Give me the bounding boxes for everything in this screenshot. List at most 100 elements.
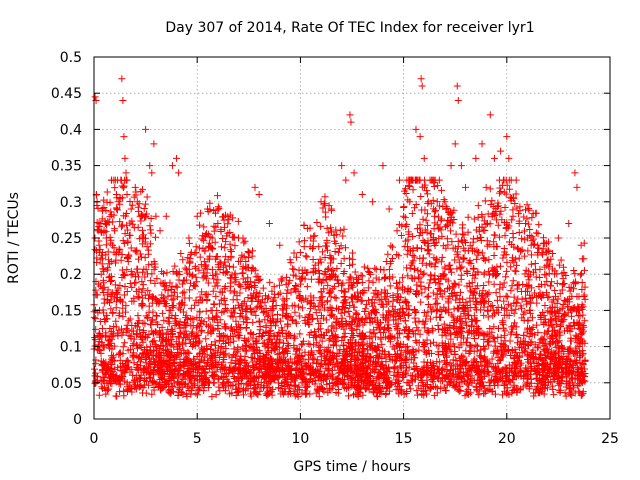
data-point-cloud bbox=[115, 351, 123, 359]
data-point-cloud bbox=[422, 216, 430, 224]
data-point-cloud bbox=[438, 253, 446, 261]
data-point-cloud bbox=[395, 252, 403, 260]
data-point-cloud bbox=[152, 312, 160, 320]
data-point bbox=[358, 191, 366, 199]
data-point-cloud bbox=[317, 222, 325, 230]
data-point-cloud bbox=[186, 259, 194, 267]
data-point-cloud bbox=[494, 221, 502, 229]
data-point-cloud bbox=[424, 245, 432, 253]
data-point bbox=[162, 212, 170, 220]
data-point-cloud bbox=[431, 263, 439, 271]
data-point-cloud bbox=[351, 268, 359, 276]
data-point bbox=[94, 227, 102, 235]
data-point-cloud bbox=[458, 224, 466, 232]
data-point-cloud bbox=[164, 292, 172, 300]
data-point-cloud bbox=[345, 308, 353, 316]
data-point-cloud bbox=[501, 327, 509, 335]
data-point-cloud bbox=[528, 214, 536, 222]
data-point bbox=[416, 133, 424, 141]
data-point-cloud bbox=[457, 264, 465, 272]
data-point-cloud bbox=[364, 264, 372, 272]
data-point-cloud bbox=[230, 309, 238, 317]
data-point-cloud bbox=[213, 192, 221, 200]
data-point-cloud bbox=[95, 391, 103, 399]
data-point-cloud bbox=[134, 273, 142, 281]
data-point-cloud bbox=[229, 296, 237, 304]
data-point-cloud bbox=[198, 288, 206, 296]
data-point-cloud bbox=[496, 262, 504, 270]
data-point-cloud bbox=[450, 279, 458, 287]
data-point bbox=[400, 212, 408, 220]
data-point-cloud bbox=[480, 269, 488, 277]
data-point-cloud bbox=[323, 224, 331, 232]
data-point-cloud bbox=[485, 256, 493, 264]
data-point-cloud bbox=[535, 221, 543, 229]
data-point-cloud bbox=[266, 278, 274, 286]
data-point bbox=[251, 183, 259, 191]
data-point-cloud bbox=[212, 279, 220, 287]
data-point-cloud bbox=[521, 252, 529, 260]
data-point bbox=[175, 169, 183, 177]
data-point-cloud bbox=[183, 320, 191, 328]
data-point-cloud bbox=[154, 321, 162, 329]
data-point-cloud bbox=[295, 266, 303, 274]
data-point-cloud bbox=[222, 324, 230, 332]
data-point-cloud bbox=[349, 326, 357, 334]
data-point-cloud bbox=[240, 239, 248, 247]
data-point-cloud bbox=[559, 300, 567, 308]
data-point-cloud bbox=[316, 306, 324, 314]
data-point-cloud bbox=[459, 254, 467, 262]
data-point-cloud bbox=[284, 320, 292, 328]
data-point bbox=[454, 96, 462, 104]
data-point-cloud bbox=[144, 314, 152, 322]
data-point-cloud bbox=[118, 250, 126, 258]
data-point-cloud bbox=[177, 249, 185, 257]
data-point-cloud bbox=[389, 273, 397, 281]
data-point bbox=[133, 198, 141, 206]
data-point-cloud bbox=[294, 303, 302, 311]
data-point-cloud bbox=[512, 267, 520, 275]
data-point-cloud bbox=[448, 238, 456, 246]
data-point-cloud bbox=[397, 231, 405, 239]
data-point-cloud bbox=[298, 304, 306, 312]
data-point bbox=[102, 234, 110, 242]
data-point-cloud bbox=[337, 309, 345, 317]
data-point-cloud bbox=[362, 314, 370, 322]
data-point-cloud bbox=[220, 216, 228, 224]
data-point-cloud bbox=[442, 360, 450, 368]
data-point-cloud bbox=[444, 241, 452, 249]
data-point-cloud bbox=[498, 303, 506, 311]
data-point-cloud bbox=[231, 242, 239, 250]
data-point-cloud bbox=[170, 295, 178, 303]
data-point-cloud bbox=[431, 208, 439, 216]
data-point-cloud bbox=[134, 312, 142, 320]
data-point-cloud bbox=[416, 330, 424, 338]
data-point-cloud bbox=[204, 279, 212, 287]
data-point bbox=[505, 154, 513, 162]
data-point-cloud bbox=[440, 271, 448, 279]
data-point-cloud bbox=[519, 310, 527, 318]
data-point-cloud bbox=[212, 270, 220, 278]
data-point-cloud bbox=[92, 356, 100, 364]
data-point-cloud bbox=[103, 188, 111, 196]
data-point-cloud bbox=[489, 312, 497, 320]
data-point-cloud bbox=[480, 311, 488, 319]
data-point-cloud bbox=[499, 254, 507, 262]
data-point-cloud bbox=[448, 268, 456, 276]
data-point-cloud bbox=[226, 262, 234, 270]
data-point-cloud bbox=[430, 391, 438, 399]
data-point-cloud bbox=[225, 366, 233, 374]
data-point-cloud bbox=[256, 323, 264, 331]
data-point-cloud bbox=[483, 237, 491, 245]
data-point-cloud bbox=[533, 299, 541, 307]
data-point-cloud bbox=[396, 278, 404, 286]
data-point bbox=[122, 169, 130, 177]
data-point-cloud bbox=[468, 279, 476, 287]
data-point-cloud bbox=[309, 314, 317, 322]
data-point-cloud bbox=[217, 243, 225, 251]
data-point-cloud bbox=[527, 260, 535, 268]
data-point-cloud bbox=[497, 188, 505, 196]
data-point bbox=[346, 111, 354, 119]
data-point-cloud bbox=[325, 202, 333, 210]
data-point-cloud bbox=[520, 227, 528, 235]
